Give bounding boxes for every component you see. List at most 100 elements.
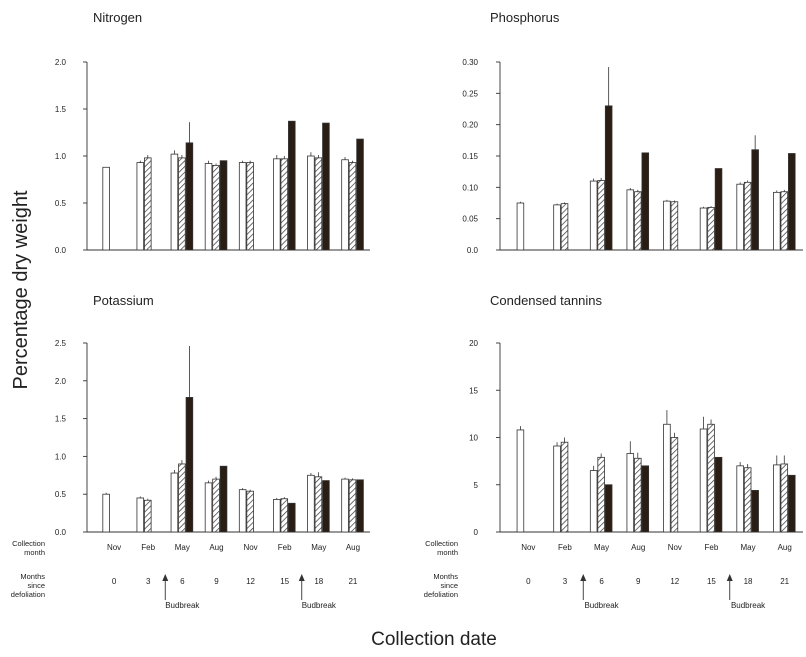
x-tick-label: Feb xyxy=(558,543,572,552)
bar-solid xyxy=(788,153,796,251)
bar-hatched xyxy=(634,191,642,251)
x-tick-label: May xyxy=(311,543,326,552)
bar-hatched xyxy=(670,437,679,533)
bar-hatched xyxy=(597,456,605,533)
bar-solid xyxy=(219,465,228,533)
y-tick-label: 0.25 xyxy=(462,89,478,98)
x-tick-label: May xyxy=(741,543,756,552)
y-tick-label: 1.5 xyxy=(55,105,67,114)
x-tick-label: Nov xyxy=(107,543,121,552)
months-since-label: 0 xyxy=(526,577,531,586)
bar-hatched xyxy=(780,191,789,251)
bar-open xyxy=(516,202,525,251)
bar-open xyxy=(699,207,708,251)
bar-hatched xyxy=(634,457,642,533)
panel-title: Condensed tannins xyxy=(490,293,603,308)
months-since-label: 15 xyxy=(280,577,289,586)
y-tick-label: 0.30 xyxy=(462,58,478,67)
x-tick-label: May xyxy=(175,543,190,552)
budbreak-label: Budbreak xyxy=(731,601,766,610)
y-tick-label: 0.0 xyxy=(55,246,67,255)
bar-open xyxy=(102,166,110,251)
x-tick-label: Aug xyxy=(209,543,223,552)
y-tick-label: 0 xyxy=(474,528,479,537)
y-axis-label: Percentage dry weight xyxy=(10,190,32,389)
bar-open xyxy=(699,428,708,533)
bar-open xyxy=(341,478,349,533)
x-tick-label: May xyxy=(594,543,609,552)
panel-nitrogen: Nitrogen 0.0 0.5 1.0 1.5 2.0 xyxy=(55,10,370,255)
bar-hatched xyxy=(597,180,605,251)
y-tick-label: 2.0 xyxy=(55,58,67,67)
months-since-label: 15 xyxy=(707,577,716,586)
bar-hatched xyxy=(348,479,357,533)
x-tick-label: Feb xyxy=(278,543,292,552)
x-tick-label: Aug xyxy=(346,543,360,552)
panels: Nitrogen0.00.51.01.52.0Phosphorus0.00.05… xyxy=(11,10,803,610)
bar-solid xyxy=(356,479,364,533)
y-tick-label: 10 xyxy=(469,434,478,443)
x-tick-label: Nov xyxy=(668,543,682,552)
x-tick-label: Feb xyxy=(141,543,155,552)
bar-hatched xyxy=(780,463,789,533)
bar-open xyxy=(136,497,145,533)
bar-solid xyxy=(356,138,364,251)
bar-solid xyxy=(322,122,330,251)
budbreak-arrowhead xyxy=(726,574,733,581)
bar-hatched xyxy=(743,181,752,251)
months-since-row-label: since xyxy=(440,581,458,590)
bar-open xyxy=(773,464,781,533)
y-tick-label: 2.5 xyxy=(55,339,67,348)
bar-open xyxy=(273,158,281,251)
y-tick-label: 0.0 xyxy=(467,246,479,255)
panel-title: Potassium xyxy=(93,293,154,308)
y-tick-label: 0.05 xyxy=(462,215,478,224)
bar-hatched xyxy=(280,498,289,533)
bar-solid xyxy=(288,120,296,251)
panel-title: Phosphorus xyxy=(490,10,560,25)
x-tick-label: Aug xyxy=(778,543,792,552)
y-tick-label: 2.0 xyxy=(55,377,67,386)
bar-open xyxy=(307,474,315,533)
bar-hatched xyxy=(560,441,569,533)
panel-potassium: Potassium 0.0 0.5 1.0 1.5 2.0 2.5 Nov 0 Feb 3 May 6 A… xyxy=(11,293,370,610)
budbreak-label: Budbreak xyxy=(584,601,619,610)
budbreak-arrowhead xyxy=(580,574,587,581)
bar-open xyxy=(773,191,781,251)
bar-hatched xyxy=(707,206,715,251)
bar-open xyxy=(273,499,281,533)
bar-solid xyxy=(641,465,650,533)
panel-phosphorus: Phosphorus 0.0 0.05 0.10 0.15 0.20 0.25 0.30 xyxy=(462,10,803,255)
y-tick-label: 20 xyxy=(469,339,478,348)
bar-solid xyxy=(185,142,194,251)
bar-solid xyxy=(714,168,723,251)
bar-open xyxy=(663,200,671,251)
months-since-label: 12 xyxy=(246,577,255,586)
months-since-label: 3 xyxy=(146,577,151,586)
y-tick-label: 0.5 xyxy=(55,199,67,208)
bar-hatched xyxy=(246,162,254,251)
months-since-row-label: defoliation xyxy=(424,590,458,599)
months-since-label: 9 xyxy=(214,577,219,586)
bar-open xyxy=(341,159,349,251)
bar-solid xyxy=(751,149,759,251)
bar-hatched xyxy=(212,478,220,533)
bar-solid xyxy=(219,160,228,251)
bar-open xyxy=(238,162,247,251)
collection-month-row-label: month xyxy=(437,548,458,557)
y-tick-label: 15 xyxy=(469,386,478,395)
y-tick-label: 1.0 xyxy=(55,452,67,461)
bar-solid xyxy=(751,490,759,533)
months-since-label: 0 xyxy=(112,577,117,586)
bar-open xyxy=(589,470,598,533)
bar-hatched xyxy=(707,423,715,533)
months-since-label: 18 xyxy=(314,577,323,586)
x-tick-label: Nov xyxy=(521,543,535,552)
collection-month-row-label: month xyxy=(24,548,45,557)
panel-condensed-tannins: Condensed tannins 0 5 10 15 20 Nov 0 Feb 3 May 6 Aug… xyxy=(424,293,803,610)
x-tick-label: Nov xyxy=(243,543,257,552)
bar-open xyxy=(204,163,213,251)
collection-month-row-label: Collection xyxy=(425,539,458,548)
budbreak-arrowhead xyxy=(298,574,305,581)
bar-open xyxy=(589,180,598,251)
